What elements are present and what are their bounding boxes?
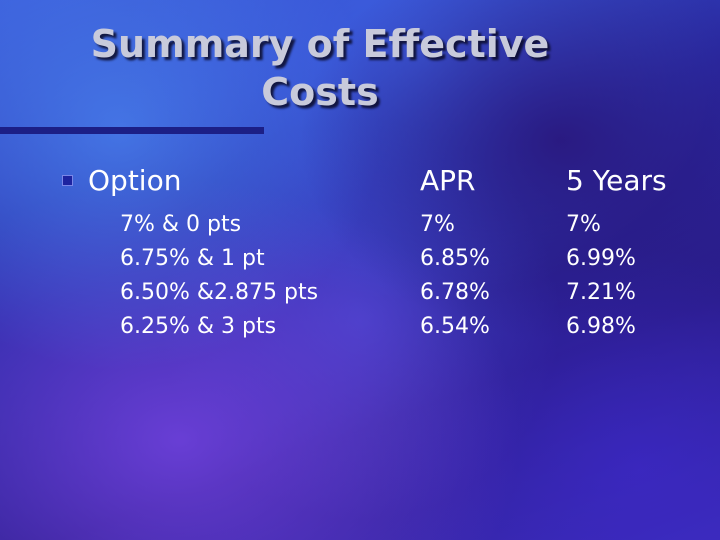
square-bullet-icon [62, 175, 73, 186]
apr-cell: 6.78% [420, 280, 490, 305]
title-underline [0, 127, 264, 134]
header-five-years: 5 Years [566, 164, 667, 197]
five-years-cell: 6.98% [566, 314, 636, 339]
slide-title-line-1: Summary of Effective [90, 22, 550, 66]
apr-cell: 6.85% [420, 246, 490, 271]
option-cell: 6.75% & 1 pt [120, 246, 265, 271]
slide-title: Summary of Effective Costs [40, 20, 600, 116]
slide-title-line-2: Costs [261, 70, 379, 114]
option-column: 7% & 0 pts 6.75% & 1 pt 6.50% &2.875 pts… [120, 208, 318, 344]
apr-cell: 7% [420, 212, 455, 237]
option-cell: 7% & 0 pts [120, 212, 242, 237]
five-years-cell: 7.21% [566, 280, 636, 305]
option-cell: 6.50% &2.875 pts [120, 280, 319, 305]
header-option: Option [88, 164, 182, 197]
five-years-column: 7% 6.99% 7.21% 6.98% [566, 208, 636, 344]
apr-cell: 6.54% [420, 314, 490, 339]
five-years-cell: 6.99% [566, 246, 636, 271]
header-apr: APR [420, 164, 476, 197]
option-cell: 6.25% & 3 pts [120, 314, 277, 339]
five-years-cell: 7% [566, 212, 601, 237]
apr-column: 7% 6.85% 6.78% 6.54% [420, 208, 490, 344]
